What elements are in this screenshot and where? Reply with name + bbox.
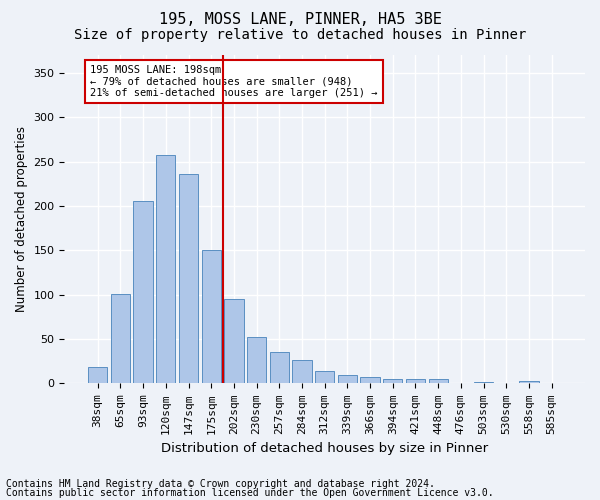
Bar [292,360,311,384]
Y-axis label: Number of detached properties: Number of detached properties [15,126,28,312]
Bar [428,379,448,384]
Bar [383,379,403,384]
Bar [315,371,334,384]
Bar [406,379,425,384]
Bar [247,338,266,384]
Bar [269,352,289,384]
Bar [474,382,493,384]
Bar [156,156,175,384]
Bar [88,368,107,384]
Bar [361,377,380,384]
Bar [202,250,221,384]
Bar [224,299,244,384]
X-axis label: Distribution of detached houses by size in Pinner: Distribution of detached houses by size … [161,442,488,455]
Bar [133,202,153,384]
Text: Size of property relative to detached houses in Pinner: Size of property relative to detached ho… [74,28,526,42]
Bar [111,294,130,384]
Text: Contains public sector information licensed under the Open Government Licence v3: Contains public sector information licen… [6,488,494,498]
Text: 195 MOSS LANE: 198sqm
← 79% of detached houses are smaller (948)
21% of semi-det: 195 MOSS LANE: 198sqm ← 79% of detached … [91,65,378,98]
Text: Contains HM Land Registry data © Crown copyright and database right 2024.: Contains HM Land Registry data © Crown c… [6,479,435,489]
Text: 195, MOSS LANE, PINNER, HA5 3BE: 195, MOSS LANE, PINNER, HA5 3BE [158,12,442,28]
Bar [179,174,198,384]
Bar [338,376,357,384]
Bar [520,381,539,384]
